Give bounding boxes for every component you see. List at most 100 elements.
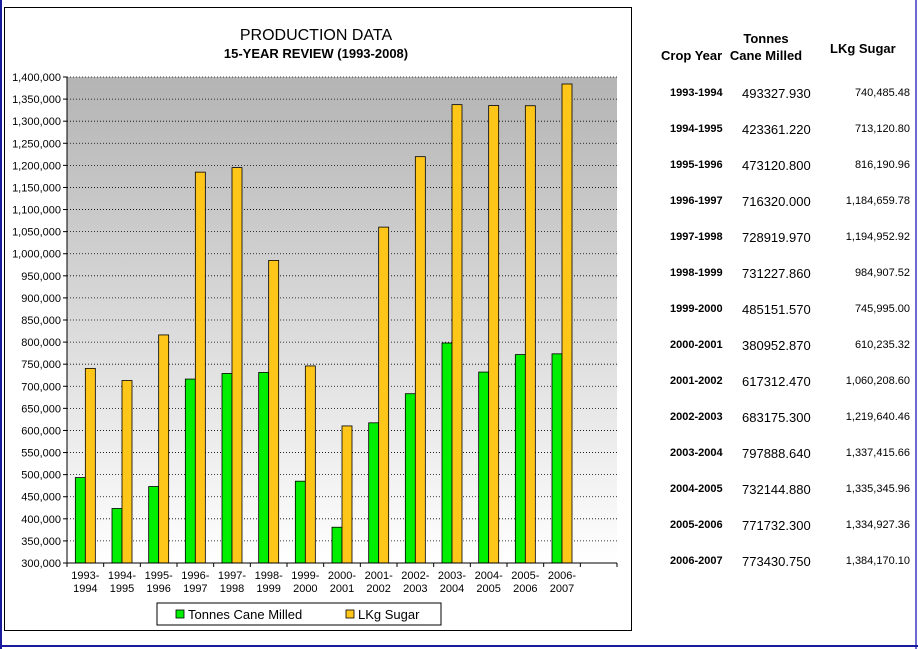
cell-lkg-sugar: 1,060,208.60 xyxy=(845,375,910,387)
table-row: 1995-1996 473120.800 816,190.96 xyxy=(640,158,915,179)
cell-tonnes: 728919.970 xyxy=(742,230,811,245)
bar-tonnes-cane-milled xyxy=(294,480,306,564)
x-category-label: 2006-2007 xyxy=(548,570,576,595)
cell-tonnes: 771732.300 xyxy=(742,518,811,533)
cell-tonnes: 617312.470 xyxy=(742,374,811,389)
cell-crop-year: 2003-2004 xyxy=(670,447,723,459)
chart-title: PRODUCTION DATA xyxy=(240,27,393,44)
bar-lkg-sugar xyxy=(158,334,170,564)
x-category-label: 2002-2003 xyxy=(401,570,429,595)
cell-tonnes: 773430.750 xyxy=(742,554,811,569)
production-chart: PRODUCTION DATA 15-YEAR REVIEW (1993-200… xyxy=(12,27,618,626)
y-tick-label: 1,300,000 xyxy=(12,116,61,128)
table-row: 2001-2002 617312.470 1,060,208.60 xyxy=(640,374,915,395)
cell-crop-year: 1997-1998 xyxy=(670,231,723,243)
bar-lkg-sugar xyxy=(194,171,206,564)
table-row: 2005-2006 771732.300 1,334,927.36 xyxy=(640,518,915,539)
cell-lkg-sugar: 1,219,640.46 xyxy=(845,411,910,423)
window-border-left xyxy=(0,0,2,649)
cell-lkg-sugar: 745,995.00 xyxy=(854,303,910,315)
bar-lkg-sugar xyxy=(488,105,500,564)
cell-crop-year: 1998-1999 xyxy=(670,267,723,279)
y-tick-label: 300,000 xyxy=(21,558,61,570)
bar-tonnes-cane-milled xyxy=(258,372,270,564)
cell-tonnes: 493327.930 xyxy=(742,86,811,101)
y-tick-label: 350,000 xyxy=(21,536,61,548)
legend-swatch-tonnes xyxy=(175,609,185,619)
x-category-label: 1993-1994 xyxy=(71,570,99,595)
axes xyxy=(63,76,618,567)
bar-lkg-sugar xyxy=(231,167,243,564)
cell-crop-year: 2004-2005 xyxy=(670,483,723,495)
y-tick-label: 1,350,000 xyxy=(12,94,61,106)
x-category-label: 1995-1996 xyxy=(145,570,173,595)
bar-lkg-sugar xyxy=(268,259,280,564)
cell-lkg-sugar: 610,235.32 xyxy=(854,339,910,351)
bar-lkg-sugar xyxy=(414,156,426,564)
y-tick-label: 650,000 xyxy=(21,403,61,415)
cell-crop-year: 2001-2002 xyxy=(670,375,723,387)
cell-tonnes: 732144.880 xyxy=(742,482,811,497)
cell-lkg-sugar: 816,190.96 xyxy=(854,159,910,171)
cell-crop-year: 2006-2007 xyxy=(670,555,723,567)
cell-crop-year: 1999-2000 xyxy=(670,303,723,315)
x-category-label: 2005-2006 xyxy=(511,570,539,595)
cell-crop-year: 2005-2006 xyxy=(670,519,723,531)
bar-lkg-sugar xyxy=(304,365,316,564)
window-border-right xyxy=(915,0,917,649)
bar-tonnes-cane-milled xyxy=(221,373,233,564)
table-row: 1993-1994 493327.930 740,485.48 xyxy=(640,86,915,107)
bar-tonnes-cane-milled xyxy=(478,371,490,564)
y-tick-label: 550,000 xyxy=(21,448,61,460)
y-tick-label: 750,000 xyxy=(21,359,61,371)
legend-label-tonnes: Tonnes Cane Milled xyxy=(188,607,302,622)
bar-lkg-sugar xyxy=(451,104,463,564)
y-tick-label: 1,200,000 xyxy=(12,160,61,172)
cell-tonnes: 380952.870 xyxy=(742,338,811,353)
y-tick-label: 1,050,000 xyxy=(12,227,61,239)
cell-lkg-sugar: 1,337,415.66 xyxy=(845,447,910,459)
table-row: 2000-2001 380952.870 610,235.32 xyxy=(640,338,915,359)
header-tonnes-line2: Cane Milled xyxy=(729,48,803,63)
y-tick-label: 850,000 xyxy=(21,315,61,327)
y-tick-label: 1,400,000 xyxy=(12,72,61,84)
y-tick-label: 800,000 xyxy=(21,337,61,349)
bar-lkg-sugar xyxy=(121,380,133,564)
bar-tonnes-cane-milled xyxy=(368,422,380,564)
x-category-label: 2000-2001 xyxy=(328,570,356,595)
cell-lkg-sugar: 1,334,927.36 xyxy=(845,519,910,531)
window-border-bottom xyxy=(0,645,918,647)
bar-tonnes-cane-milled xyxy=(514,354,526,564)
y-tick-label: 450,000 xyxy=(21,492,61,504)
chart-area[interactable]: PRODUCTION DATA 15-YEAR REVIEW (1993-200… xyxy=(4,7,632,631)
y-tick-label: 1,150,000 xyxy=(12,182,61,194)
y-tick-label: 400,000 xyxy=(21,514,61,526)
cell-crop-year: 1993-1994 xyxy=(670,87,723,99)
cell-tonnes: 797888.640 xyxy=(742,446,811,461)
legend-box xyxy=(156,602,442,626)
table-row: 2004-2005 732144.880 1,335,345.96 xyxy=(640,482,915,503)
cell-lkg-sugar: 740,485.48 xyxy=(854,87,910,99)
bar-tonnes-cane-milled xyxy=(111,508,123,564)
legend: Tonnes Cane Milled LKg Sugar xyxy=(156,602,442,626)
bar-tonnes-cane-milled xyxy=(184,378,196,564)
legend-label-lkg-sugar: LKg Sugar xyxy=(358,607,420,622)
bar-lkg-sugar xyxy=(341,425,353,564)
cell-tonnes: 485151.570 xyxy=(742,302,811,317)
header-tonnes-line1: Tonnes xyxy=(743,31,789,46)
bar-lkg-sugar xyxy=(378,226,390,564)
cell-tonnes: 683175.300 xyxy=(742,410,811,425)
table-row: 1994-1995 423361.220 713,120.80 xyxy=(640,122,915,143)
bar-tonnes-cane-milled xyxy=(331,526,343,564)
y-tick-label: 950,000 xyxy=(21,271,61,283)
x-category-label: 1996-1997 xyxy=(181,570,209,595)
cell-lkg-sugar: 1,384,170.10 xyxy=(845,555,910,567)
cell-tonnes: 716320.000 xyxy=(742,194,811,209)
cell-crop-year: 1995-1996 xyxy=(670,159,723,171)
production-table: Crop Year Tonnes Cane Milled LKg Sugar 1… xyxy=(640,0,915,640)
table-row: 2003-2004 797888.640 1,337,415.66 xyxy=(640,446,915,467)
cell-tonnes: 731227.860 xyxy=(742,266,811,281)
bar-tonnes-cane-milled xyxy=(74,477,86,564)
table-row: 1997-1998 728919.970 1,194,952.92 xyxy=(640,230,915,251)
cell-lkg-sugar: 984,907.52 xyxy=(854,267,910,279)
